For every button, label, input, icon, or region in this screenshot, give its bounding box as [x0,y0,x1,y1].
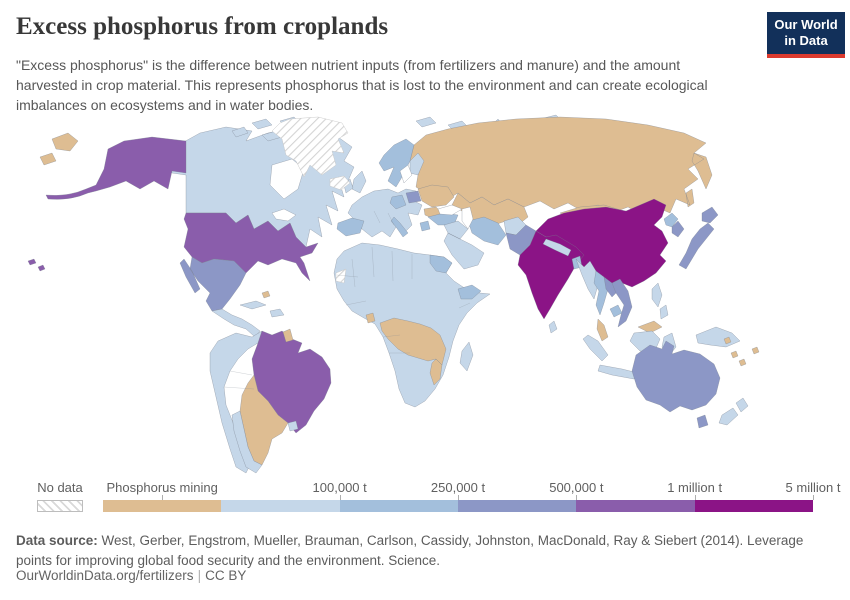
legend-bin-2[interactable] [339,500,458,512]
world-map [0,113,850,475]
country-ghana[interactable] [365,312,376,324]
country-hispaniola[interactable] [269,308,285,318]
page-title: Excess phosphorus from croplands [16,13,389,40]
country-ethiopia[interactable] [457,284,482,300]
country-greenland[interactable] [271,116,349,178]
country-hawaii-united-states[interactable] [27,258,46,272]
footer-separator: | [197,568,202,583]
owid-logo-line2: in Data [784,33,828,49]
legend-tick-2 [458,495,459,500]
country-vietnam[interactable] [611,278,633,328]
legend-bin-label-5: 5 million t [785,480,841,495]
country-egypt[interactable] [429,254,453,274]
country-alaska-united-states[interactable] [45,136,187,200]
legend-tick-0 [162,495,164,500]
legend-bin-label-3: 500,000 t [549,480,604,495]
country-new-zealand[interactable] [718,397,749,426]
legend-bin-1[interactable] [221,500,340,512]
country-caspian-sea [461,206,474,230]
country-cuba[interactable] [239,300,267,310]
license-link[interactable]: CC BY [205,568,247,583]
country-iceland[interactable] [329,175,351,191]
country-black-sea [437,204,463,216]
country-russia[interactable] [409,116,713,216]
legend-bin-0[interactable] [103,500,222,512]
country-united-kingdom[interactable] [351,170,367,194]
legend-tick-4 [694,495,696,500]
country-middle-east[interactable] [443,220,485,270]
country-baltic-sea [399,164,413,184]
country-pacific-islands[interactable] [723,336,760,367]
legend-bin-4[interactable] [576,500,695,512]
country-ukraine-belarus[interactable] [417,184,455,208]
country-germany[interactable] [389,194,407,210]
country-guyana[interactable] [282,328,294,343]
legend-bin-label-0: Phosphorus mining [106,480,218,495]
country-cambodia[interactable] [609,304,623,318]
country-mexico[interactable] [179,256,247,312]
country-laos[interactable] [603,276,619,298]
country-iran[interactable] [467,216,507,246]
country-chile[interactable] [231,410,263,474]
legend-bin-label-1: 100,000 t [312,480,367,495]
country-scandinavia[interactable] [378,138,415,188]
country-japan[interactable] [678,206,719,270]
legend-no-data-label: No data [37,480,83,495]
country-western-sahara[interactable] [335,268,347,284]
country-central-southern-africa[interactable] [379,317,447,386]
country-central-america[interactable] [211,308,261,338]
country-italy[interactable] [390,216,409,238]
legend-bin-3[interactable] [457,500,577,512]
country-madagascar[interactable] [459,341,474,372]
legend-color-bar [103,500,813,512]
data-source-text: West, Gerber, Engstrom, Mueller, Brauman… [16,533,804,568]
country-north-korea[interactable] [663,212,679,228]
owid-url-link[interactable]: OurWorldinData.org/fertilizers [16,568,194,583]
legend-tick-3 [576,495,578,500]
country-chukotka-russia[interactable] [39,132,79,166]
country-south-korea[interactable] [671,220,685,238]
legend-no-data-swatch[interactable] [37,500,83,512]
footer-source: Data source: West, Gerber, Engstrom, Mue… [16,531,830,570]
country-great-lakes [271,208,297,222]
country-hudson-bay [269,158,305,200]
legend-tick-1 [339,495,341,500]
owid-logo-line1: Our World [774,17,838,32]
country-uruguay[interactable] [287,420,299,432]
country-bahamas[interactable] [261,290,271,299]
legend-bin-label-4: 1 million t [667,480,723,495]
country-australia[interactable] [631,340,721,429]
legend-bin-5[interactable] [694,500,813,512]
data-source-label: Data source: [16,533,98,548]
legend-tick-5 [813,495,814,500]
country-philippines[interactable] [651,282,669,320]
country-argentina-bolivia-paraguay[interactable] [239,374,289,466]
country-greece[interactable] [419,220,431,232]
world-map-svg [27,114,760,474]
owid-logo[interactable]: Our World in Data [767,12,845,58]
chart-subtitle: "Excess phosphorus" is the difference be… [16,57,708,113]
country-poland[interactable] [405,190,422,204]
country-papua-new-guinea[interactable] [695,326,741,348]
country-indonesia[interactable] [582,330,677,380]
country-nepal[interactable] [542,238,572,257]
country-border-lines [223,210,471,390]
legend-bin-label-2: 250,000 t [430,480,486,495]
map-legend: No data Phosphorus mining 100,000 t 250,00… [0,480,850,516]
footer-link-row: OurWorldinData.org/fertilizers | CC BY [16,568,246,583]
country-sri-lanka[interactable] [548,320,558,334]
country-malaysia[interactable] [596,318,663,342]
country-spain[interactable] [336,217,365,237]
